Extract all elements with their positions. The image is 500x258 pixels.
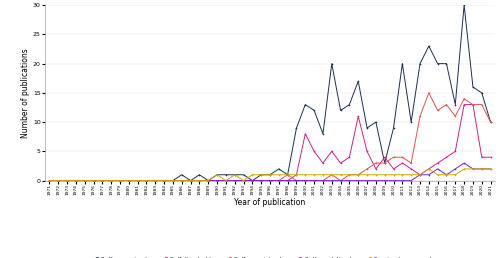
Self-managing team xyxy=(144,179,150,182)
Line: Semi-autonomous team: Semi-autonomous team xyxy=(48,168,492,181)
Self-regulating team xyxy=(338,179,344,182)
Self-managing team xyxy=(179,173,185,176)
Self-regulating team xyxy=(46,179,52,182)
Self-organizing team xyxy=(188,179,194,182)
Self-managing team xyxy=(338,109,344,112)
Self-directed team xyxy=(488,156,494,159)
Semi-autonomous team xyxy=(46,179,52,182)
Self-directed team xyxy=(479,156,485,159)
Self-organizing team xyxy=(426,91,432,94)
Self-directed team xyxy=(461,103,467,106)
Self-directed team xyxy=(144,179,150,182)
Self-organizing team xyxy=(364,167,370,171)
Semi-autonomous team xyxy=(188,179,194,182)
Legend: Self-managing team, Self-directed team, Self-organizing team, Self-regulating te: Self-managing team, Self-directed team, … xyxy=(95,257,445,258)
Semi-autonomous team xyxy=(179,179,185,182)
Y-axis label: Number of publications: Number of publications xyxy=(21,48,30,138)
Line: Self-managing team: Self-managing team xyxy=(48,4,492,181)
Semi-autonomous team xyxy=(144,179,150,182)
Self-regulating team xyxy=(144,179,150,182)
Semi-autonomous team xyxy=(479,167,485,171)
Self-directed team xyxy=(179,179,185,182)
Self-regulating team xyxy=(461,162,467,165)
Semi-autonomous team xyxy=(364,173,370,176)
Self-directed team xyxy=(364,150,370,153)
Self-organizing team xyxy=(144,179,150,182)
Self-regulating team xyxy=(179,179,185,182)
Semi-autonomous team xyxy=(488,167,494,171)
X-axis label: Year of publication: Year of publication xyxy=(234,198,306,207)
Line: Self-regulating team: Self-regulating team xyxy=(48,162,492,181)
Self-managing team xyxy=(488,120,494,124)
Self-managing team xyxy=(461,4,467,7)
Self-organizing team xyxy=(338,179,344,182)
Self-directed team xyxy=(188,179,194,182)
Self-managing team xyxy=(46,179,52,182)
Self-directed team xyxy=(338,162,344,165)
Self-organizing team xyxy=(479,103,485,106)
Line: Self-organizing team: Self-organizing team xyxy=(48,92,492,181)
Self-organizing team xyxy=(488,120,494,124)
Line: Self-directed team: Self-directed team xyxy=(48,104,492,181)
Self-managing team xyxy=(188,179,194,182)
Self-regulating team xyxy=(364,179,370,182)
Self-regulating team xyxy=(488,167,494,171)
Self-managing team xyxy=(479,91,485,94)
Self-regulating team xyxy=(479,167,485,171)
Self-regulating team xyxy=(188,179,194,182)
Self-organizing team xyxy=(46,179,52,182)
Semi-autonomous team xyxy=(338,173,344,176)
Self-directed team xyxy=(46,179,52,182)
Semi-autonomous team xyxy=(426,167,432,171)
Self-organizing team xyxy=(179,179,185,182)
Self-managing team xyxy=(364,126,370,130)
